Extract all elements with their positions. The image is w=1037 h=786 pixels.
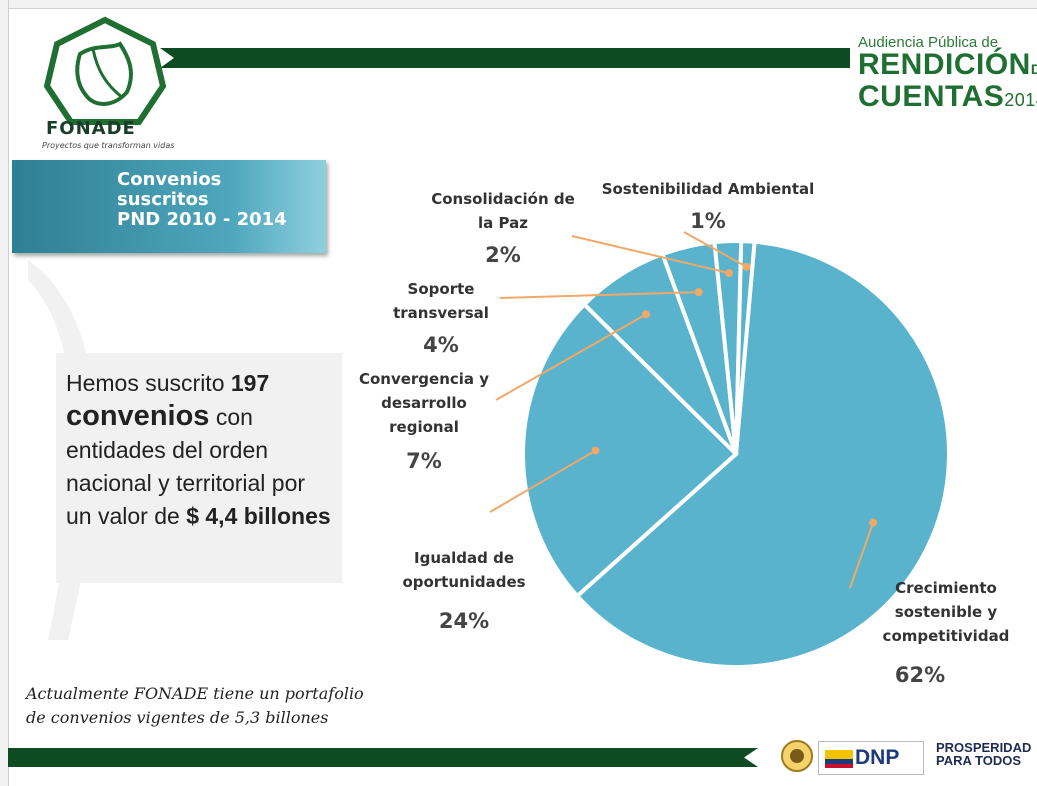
dnp-logo: DNP: [818, 741, 924, 775]
slice-label-2: Igualdad de oportunidades: [402, 549, 525, 591]
leader-dot-1: [869, 518, 878, 527]
slice-label-3: Convergencia y desarrollo regional: [359, 370, 489, 436]
pie-slice-6: [734, 239, 757, 455]
slice-label-6: Sostenibilidad Ambiental: [602, 180, 815, 198]
rendicion-cuentas-brand: Audiencia Pública de RENDICIÓNDE CUENTAS…: [858, 34, 1037, 120]
slice-label-4: Soporte transversal: [393, 280, 489, 322]
leader-dot-3: [642, 310, 651, 319]
leader-line-4: [499, 291, 699, 299]
leader-line-6: [683, 231, 747, 268]
portfolio-note: Actualmente FONADE tiene un portafolio d…: [26, 682, 446, 730]
brand-line-rendicion: RENDICIÓNDE: [858, 48, 1037, 83]
brand-rendicion: RENDICIÓN: [858, 48, 1031, 81]
statement-text: Hemos suscrito 197 convenios con entidade…: [66, 367, 336, 533]
statement-part-1: Hemos suscrito: [66, 370, 231, 396]
top-frame: [0, 0, 1037, 9]
footer-logos: DNP PROSPERIDAD PARA TODOS: [778, 735, 1031, 779]
statement-value: $ 4,4 billones: [186, 503, 331, 529]
note-line-2: de convenios vigentes de 5,3 billones: [26, 708, 329, 727]
leader-line-5: [571, 235, 730, 275]
note-line-1: Actualmente FONADE tiene un portafolio: [26, 684, 364, 703]
slice-label-1: Crecimiento sostenible y competitividad: [883, 579, 1010, 645]
statement-count: 197: [230, 370, 270, 396]
logo-tagline: Proyectos que transforman vidas: [42, 141, 175, 150]
brand-subtitle: Audiencia Pública de: [858, 34, 999, 51]
pie-slice-2: [521, 301, 739, 599]
leader-dot-4: [694, 288, 703, 297]
slice-value-2: 24%: [439, 609, 489, 633]
slice-value-5: 2%: [485, 243, 521, 267]
slice-value-4: 4%: [423, 333, 459, 357]
section-banner: Convenios suscritos PND 2010 - 2014: [12, 160, 326, 253]
logo-wordmark: FONADE: [46, 118, 136, 139]
statement-part-2: con entidades del orden nacional y terri…: [66, 404, 306, 529]
leader-line-1: [849, 522, 875, 589]
leader-line-2: [489, 449, 596, 513]
slice-value-1: 62%: [895, 663, 945, 687]
statement-convenios: convenios: [66, 400, 210, 432]
brand-cuentas: CUENTAS: [858, 80, 1005, 113]
flag-stripes-icon: [825, 750, 853, 768]
leader-dot-2: [591, 446, 600, 455]
slice-value-3: 7%: [406, 449, 442, 473]
pie-slice-1: [574, 239, 951, 669]
prosperidad-line-2: PARA TODOS: [936, 753, 1021, 768]
fonade-logo-icon: [43, 16, 167, 125]
colombia-seal-icon: [781, 740, 813, 772]
slice-value-6: 1%: [690, 209, 726, 233]
pie-chart: Crecimiento sostenible y competitividad 62%…: [359, 180, 1010, 687]
brand-line-cuentas: CUENTAS2014: [858, 80, 1037, 114]
statement-box: Hemos suscrito 197 convenios con entidade…: [56, 353, 342, 583]
leader-dot-5: [725, 269, 734, 278]
slice-label-5: Consolidación de la Paz: [431, 190, 575, 232]
prosperidad-logo: PROSPERIDAD PARA TODOS: [936, 741, 1031, 767]
top-green-bar: [160, 48, 850, 68]
prosperidad-line-1: PROSPERIDAD: [936, 740, 1032, 755]
leader-line-3: [495, 313, 647, 401]
dnp-text: DNP: [855, 746, 900, 769]
banner-title: Convenios suscritos PND 2010 - 2014: [117, 169, 287, 230]
left-frame: [0, 0, 9, 786]
bottom-green-bar: [8, 748, 758, 767]
brand-de: DE: [1030, 61, 1037, 77]
brand-year: 2014: [1004, 90, 1037, 110]
leader-dot-6: [742, 262, 751, 271]
